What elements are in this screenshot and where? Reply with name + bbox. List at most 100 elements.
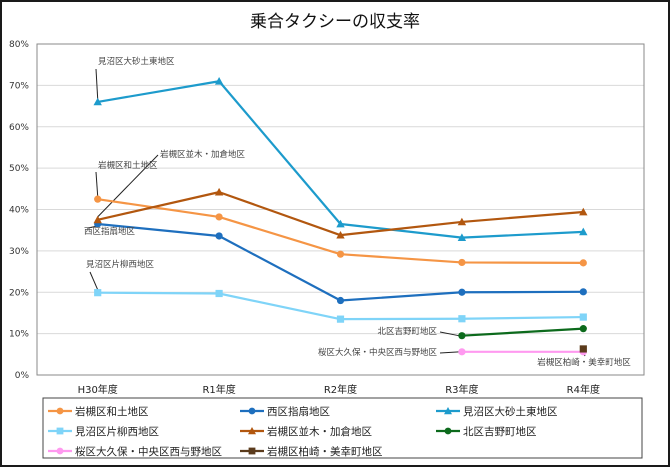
legend-item[interactable]: 見沼区大砂土東地区 [436, 405, 558, 418]
data-point [336, 315, 345, 323]
y-tick-label: 30% [9, 247, 29, 257]
annotation-label: 桜区大久保・中央区西与野地区 [318, 347, 438, 358]
y-tick-label: 80% [9, 40, 29, 50]
annotation-leader [95, 68, 99, 99]
legend-label: 北区吉野町地区 [463, 425, 537, 438]
legend-item[interactable]: 岩槻区和土地区 [48, 405, 149, 418]
y-tick-label: 60% [9, 123, 29, 133]
legend-label: 西区指扇地区 [267, 405, 330, 418]
x-tick-label: R4年度 [567, 383, 600, 396]
legend-item[interactable]: 岩槻区並木・加倉地区 [240, 425, 372, 438]
data-point [336, 250, 345, 258]
y-tick-label: 20% [9, 288, 29, 298]
legend-marker [248, 407, 256, 415]
legend-marker [56, 427, 64, 435]
data-point [579, 227, 588, 236]
series-line [461, 327, 584, 337]
annotation-leader [439, 331, 459, 337]
legend-box [42, 397, 643, 459]
x-tick-label: R1年度 [202, 383, 235, 396]
legend-item[interactable]: 北区吉野町地区 [436, 425, 537, 438]
annotation-leaders [87, 68, 586, 357]
annotation-leader [97, 154, 159, 218]
data-point [457, 233, 467, 241]
y-axis-ticks: 0% 10% 20% 30% 40% 50% 60% 70% 80% [9, 40, 29, 381]
data-point [579, 259, 587, 267]
legend-marker [444, 407, 452, 415]
data-point [215, 213, 223, 221]
annotation-leader [95, 171, 99, 197]
series-line [97, 191, 584, 237]
legend-marker [248, 427, 256, 435]
annotation-leader [439, 351, 459, 354]
annotation-label: 岩槻区並木・加倉地区 [160, 149, 246, 160]
series-3 [93, 77, 588, 241]
legend-label: 岩槻区柏崎・美幸町地区 [267, 445, 383, 458]
series-1 [94, 195, 587, 267]
series-5 [93, 187, 588, 239]
data-point [93, 215, 102, 224]
data-point [579, 288, 587, 296]
data-point [458, 348, 466, 356]
data-point [93, 97, 102, 106]
legend-label: 岩槻区並木・加倉地区 [267, 425, 372, 438]
data-point [215, 289, 223, 298]
x-tick-label: H30年度 [78, 383, 118, 396]
data-point [336, 296, 345, 305]
legend-item[interactable]: 西区指扇地区 [240, 405, 330, 418]
data-point [336, 219, 345, 228]
series-2 [94, 220, 587, 305]
plot-area [36, 43, 645, 376]
annotation-label: 岩槻区柏崎・美幸町地区 [537, 357, 631, 368]
legend-label: 桜区大久保・中央区西与野地区 [75, 445, 222, 458]
data-point [214, 77, 224, 85]
x-axis-ticks: H30年度 R1年度 R2年度 R3年度 R4年度 [78, 383, 600, 396]
series-6 [458, 325, 587, 340]
y-tick-label: 70% [9, 81, 29, 91]
legend-label: 見沼区大砂土東地区 [463, 405, 558, 418]
series-lines [93, 77, 588, 356]
data-point [579, 325, 587, 333]
y-tick-label: 50% [9, 164, 29, 174]
annotation-label: 北区吉野町地区 [377, 326, 437, 337]
x-tick-label: R2年度 [324, 383, 357, 396]
data-point [458, 332, 466, 340]
legend-item[interactable]: 桜区大久保・中央区西与野地区 [48, 445, 222, 458]
annotation-label: 西区指扇地区 [84, 226, 136, 237]
data-point [457, 217, 467, 226]
data-point [215, 232, 223, 240]
legend-label: 見沼区片柳西地区 [75, 425, 159, 438]
data-point [94, 289, 102, 297]
legend-marker [444, 427, 452, 435]
legend-item[interactable]: 岩槻区柏崎・美幸町地区 [240, 445, 383, 458]
legend-item[interactable]: 見沼区片柳西地区 [48, 425, 159, 438]
data-point [458, 288, 466, 296]
annotations: 見沼区大砂土東地区岩槻区和土地区岩槻区並木・加倉地区西区指扇地区見沼区片柳西地区… [84, 56, 631, 368]
legend-marker [56, 407, 64, 415]
data-point [94, 195, 102, 203]
data-point [579, 207, 588, 216]
y-tick-label: 40% [9, 206, 29, 216]
annotation-label: 岩槻区和土地区 [98, 160, 158, 171]
data-point [458, 315, 466, 323]
y-tick-label: 10% [9, 330, 29, 340]
data-point [214, 187, 224, 196]
series-4 [94, 289, 587, 323]
series-7 [458, 348, 587, 356]
grid-lines [37, 84, 644, 335]
legend-marker [248, 447, 256, 455]
data-point [458, 258, 466, 267]
legend-marker [56, 447, 64, 455]
x-tick-label: R3年度 [445, 383, 478, 396]
data-point [336, 230, 345, 239]
annotation-label: 見沼区大砂土東地区 [98, 56, 175, 67]
chart-title: 乗合タクシーの収支率 [250, 12, 420, 32]
y-tick-label: 0% [15, 371, 30, 381]
data-point [579, 313, 587, 321]
annotation-label: 見沼区片柳西地区 [86, 259, 155, 270]
data-point [579, 345, 587, 353]
annotation-leader [89, 271, 99, 290]
series-line [97, 291, 584, 321]
